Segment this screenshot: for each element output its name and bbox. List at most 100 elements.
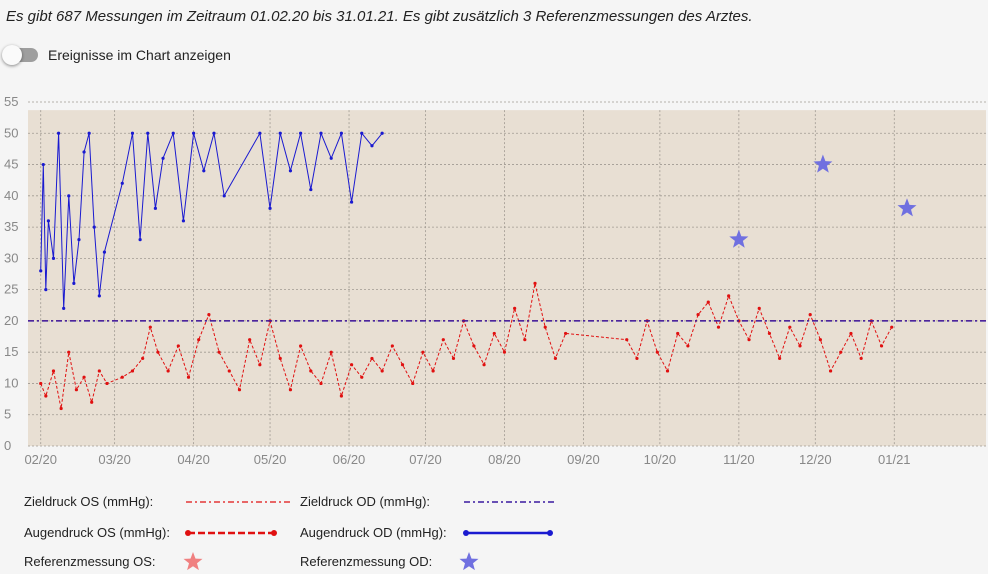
- y-tick-label: 45: [4, 157, 18, 172]
- os-point: [74, 388, 79, 392]
- od-point: [44, 288, 48, 292]
- os-point: [258, 363, 262, 367]
- os-point: [97, 369, 101, 373]
- legend-ref-os: Referenzmessung OS:: [24, 550, 204, 572]
- od-point: [161, 156, 165, 160]
- os-point: [482, 363, 486, 367]
- legend-pressure-od-line: [463, 529, 553, 536]
- legend-target-os: Zieldruck OS (mmHg):: [24, 494, 294, 509]
- toggle-knob[interactable]: [2, 45, 22, 65]
- os-point: [879, 344, 884, 348]
- od-point: [51, 256, 56, 260]
- od-point: [146, 131, 150, 135]
- os-point: [227, 369, 231, 373]
- od-point: [171, 131, 175, 135]
- od-point: [192, 131, 196, 135]
- legend-ref-od-label: Referenzmessung OD:: [300, 553, 433, 569]
- od-point: [39, 269, 43, 273]
- os-point: [564, 331, 568, 336]
- os-point: [130, 369, 135, 373]
- y-tick-label: 40: [4, 188, 18, 203]
- y-tick-label: 20: [4, 313, 18, 328]
- x-tick-label: 12/20: [799, 452, 832, 467]
- events-toggle-label[interactable]: Ereignisse im Chart anzeigen: [48, 47, 231, 63]
- os-point: [625, 338, 629, 342]
- os-point: [59, 406, 63, 411]
- legend-target-os-label: Zieldruck OS (mmHg):: [24, 494, 154, 509]
- ref-star-od: [813, 154, 833, 173]
- x-tick-label: 10/20: [644, 452, 677, 467]
- os-point: [90, 400, 94, 404]
- os-point: [727, 294, 731, 298]
- os-point: [176, 344, 180, 348]
- os-point: [299, 344, 303, 348]
- events-toggle-switch[interactable]: [2, 45, 38, 65]
- od-point: [92, 225, 96, 229]
- od-point: [319, 131, 323, 135]
- od-point: [72, 281, 76, 285]
- legend-target-od-label: Zieldruck OD (mmHg):: [300, 494, 431, 509]
- legend-ref-os-star-icon: [183, 552, 203, 571]
- os-point: [533, 281, 537, 285]
- os-point: [156, 350, 160, 354]
- x-tick-label: 11/20: [723, 452, 755, 467]
- y-tick-label: 5: [4, 407, 11, 422]
- od-point: [222, 194, 226, 198]
- os-point: [217, 350, 221, 354]
- legend-target-os-line: [186, 500, 292, 503]
- os-point: [148, 325, 152, 329]
- os-point: [278, 356, 282, 361]
- od-point: [380, 131, 384, 135]
- od-point: [56, 131, 61, 135]
- os-point: [676, 331, 680, 336]
- os-point: [492, 331, 496, 336]
- os-point: [166, 369, 170, 373]
- od-point: [360, 131, 364, 135]
- y-tick-label: 55: [4, 94, 18, 109]
- os-point: [431, 369, 435, 373]
- legend-pressure-od-label: Augendruck OD (mmHg):: [300, 525, 447, 540]
- os-point: [716, 325, 721, 329]
- os-point: [248, 338, 252, 342]
- os-point: [696, 313, 700, 317]
- od-point: [288, 169, 293, 173]
- ref-star-od: [897, 198, 917, 217]
- os-point: [237, 388, 242, 392]
- os-point: [105, 381, 109, 386]
- od-point: [339, 131, 343, 135]
- ref-star-od: [729, 229, 749, 248]
- os-point: [400, 363, 405, 367]
- os-point: [441, 338, 445, 342]
- od-point: [268, 206, 272, 210]
- legend-target-od-line: [464, 500, 556, 503]
- os-point: [51, 369, 56, 373]
- legend-target-od: Zieldruck OD (mmHg):: [300, 494, 562, 509]
- y-tick-label: 25: [4, 282, 18, 297]
- legend-ref-od: Referenzmessung OD:: [300, 550, 480, 572]
- od-point: [41, 162, 45, 167]
- os-point: [767, 331, 772, 336]
- od-point: [138, 238, 142, 242]
- od-point: [46, 219, 50, 223]
- os-point: [288, 388, 293, 392]
- od-point: [278, 131, 282, 135]
- os-point: [120, 375, 124, 379]
- x-tick-label: 01/21: [878, 452, 911, 467]
- y-tick-label: 30: [4, 250, 18, 265]
- os-point: [390, 344, 394, 348]
- series-os: [39, 281, 894, 411]
- od-point: [102, 250, 107, 254]
- od-point: [202, 169, 206, 173]
- os-point: [502, 350, 507, 354]
- chart-legend: Zieldruck OS (mmHg): Zieldruck OD (mmHg)…: [0, 488, 988, 574]
- os-point: [706, 300, 710, 304]
- os-point: [553, 356, 558, 361]
- legend-ref-od-star-icon: [459, 552, 479, 571]
- os-point: [44, 394, 48, 398]
- od-point: [212, 131, 216, 135]
- os-point: [543, 325, 547, 329]
- os-point: [635, 356, 639, 361]
- os-point: [82, 375, 86, 379]
- os-point: [686, 344, 690, 348]
- os-point: [67, 350, 71, 354]
